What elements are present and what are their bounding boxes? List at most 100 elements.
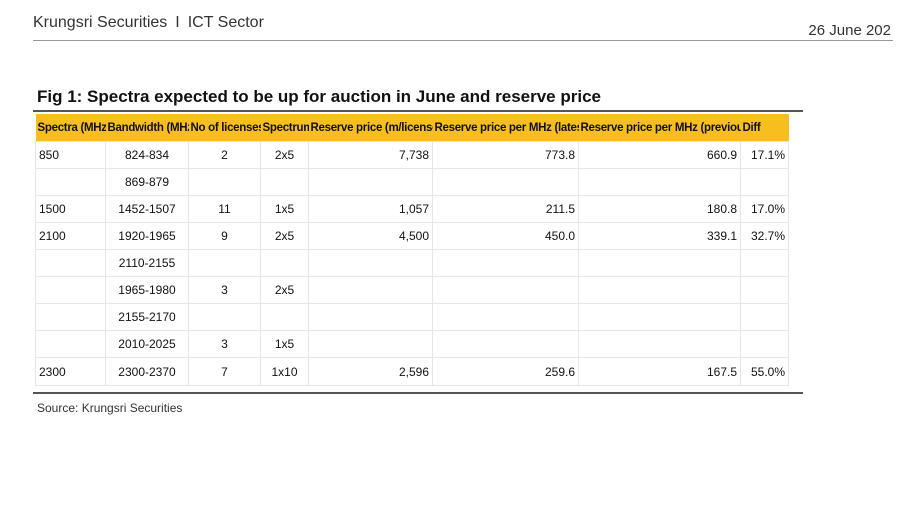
cell-bandwidth: 2155-2170 (105, 303, 189, 331)
cell-bandwidth: 1965-1980 (105, 276, 189, 304)
cell-price-previous: 167.5 (578, 357, 741, 386)
spectrum-auction-table: Spectra (MHz) Bandwidth (MHz) No of lice… (35, 114, 789, 386)
cell-reserve-price (308, 330, 433, 358)
cell-licenses: 3 (188, 330, 261, 358)
cell-diff (740, 330, 789, 358)
header-divider (33, 40, 893, 41)
table-row: 2110-2155 (35, 249, 789, 277)
brand-name: Krungsri Securities (33, 14, 168, 31)
cell-price-latest: 211.5 (432, 195, 579, 223)
cell-diff (740, 168, 789, 196)
cell-reserve-price: 7,738 (308, 141, 433, 169)
col-header-spectrum: Spectrum (260, 114, 309, 142)
cell-licenses: 2 (188, 141, 261, 169)
cell-price-previous: 339.1 (578, 222, 741, 250)
cell-spectrum: 2x5 (260, 141, 309, 169)
table-row: 2155-2170 (35, 303, 789, 331)
cell-licenses: 11 (188, 195, 261, 223)
cell-price-latest: 259.6 (432, 357, 579, 386)
cell-price-previous (578, 276, 741, 304)
col-header-bandwidth: Bandwidth (MHz) (105, 114, 189, 142)
cell-price-previous (578, 330, 741, 358)
cell-reserve-price (308, 249, 433, 277)
cell-spectra (35, 168, 106, 196)
cell-diff (740, 276, 789, 304)
cell-bandwidth: 2300-2370 (105, 357, 189, 386)
cell-spectra: 1500 (35, 195, 106, 223)
table-row: 850 824-834 2 2x5 7,738 773.8 660.9 17.1% (35, 141, 789, 169)
col-header-spectra: Spectra (MHz) (35, 114, 106, 142)
cell-spectra (35, 303, 106, 331)
col-header-price-latest: Reserve price per MHz (latest) (432, 114, 579, 142)
cell-reserve-price: 2,596 (308, 357, 433, 386)
cell-reserve-price (308, 168, 433, 196)
cell-bandwidth: 2010-2025 (105, 330, 189, 358)
cell-spectrum: 1x10 (260, 357, 309, 386)
cell-price-previous (578, 303, 741, 331)
cell-price-latest: 450.0 (432, 222, 579, 250)
cell-price-latest (432, 276, 579, 304)
source-note: Source: Krungsri Securities (37, 401, 183, 415)
cell-spectra: 2300 (35, 357, 106, 386)
table-row: 1500 1452-1507 11 1x5 1,057 211.5 180.8 17.0% (35, 195, 789, 223)
cell-bandwidth: 1920-1965 (105, 222, 189, 250)
cell-price-latest (432, 249, 579, 277)
cell-price-previous: 180.8 (578, 195, 741, 223)
cell-licenses (188, 303, 261, 331)
col-header-reserve-price: Reserve price (m/license) (308, 114, 433, 142)
table-row: 2100 1920-1965 9 2x5 4,500 450.0 339.1 32.7% (35, 222, 789, 250)
cell-bandwidth: 1452-1507 (105, 195, 189, 223)
sector-name: ICT Sector (187, 14, 264, 31)
table-row: 869-879 (35, 168, 789, 196)
report-date: 26 June 202 (808, 22, 891, 39)
table-row: 1965-1980 3 2x5 (35, 276, 789, 304)
cell-licenses (188, 249, 261, 277)
cell-licenses: 9 (188, 222, 261, 250)
cell-price-previous: 660.9 (578, 141, 741, 169)
cell-price-latest (432, 330, 579, 358)
table-header-row: Spectra (MHz) Bandwidth (MHz) No of lice… (35, 114, 789, 142)
table-bottom-rule (33, 392, 803, 394)
col-header-licenses: No of licenses (188, 114, 261, 142)
report-header: Krungsri Securities I ICT Sector (33, 14, 264, 32)
cell-bandwidth: 869-879 (105, 168, 189, 196)
cell-spectra: 850 (35, 141, 106, 169)
cell-spectrum (260, 303, 309, 331)
cell-licenses (188, 168, 261, 196)
header-separator: I (175, 14, 180, 31)
figure-title: Fig 1: Spectra expected to be up for auc… (37, 87, 601, 106)
cell-reserve-price (308, 303, 433, 331)
cell-spectrum: 2x5 (260, 222, 309, 250)
cell-licenses: 3 (188, 276, 261, 304)
cell-price-latest (432, 168, 579, 196)
cell-reserve-price: 1,057 (308, 195, 433, 223)
table-top-rule (33, 110, 803, 112)
cell-price-latest (432, 303, 579, 331)
col-header-price-previous: Reserve price per MHz (previous) (578, 114, 741, 142)
cell-bandwidth: 824-834 (105, 141, 189, 169)
cell-price-previous (578, 249, 741, 277)
cell-diff (740, 249, 789, 277)
cell-reserve-price (308, 276, 433, 304)
cell-spectra (35, 276, 106, 304)
cell-spectra (35, 249, 106, 277)
cell-reserve-price: 4,500 (308, 222, 433, 250)
cell-spectra (35, 330, 106, 358)
cell-price-previous (578, 168, 741, 196)
cell-diff: 32.7% (740, 222, 789, 250)
cell-bandwidth: 2110-2155 (105, 249, 189, 277)
table-row: 2300 2300-2370 7 1x10 2,596 259.6 167.5 55.0% (35, 357, 789, 386)
cell-diff: 17.0% (740, 195, 789, 223)
cell-diff: 17.1% (740, 141, 789, 169)
cell-spectrum (260, 249, 309, 277)
cell-spectrum: 1x5 (260, 330, 309, 358)
cell-diff (740, 303, 789, 331)
col-header-diff: Diff (740, 114, 789, 142)
cell-spectra: 2100 (35, 222, 106, 250)
cell-spectrum: 1x5 (260, 195, 309, 223)
cell-spectrum (260, 168, 309, 196)
cell-diff: 55.0% (740, 357, 789, 386)
table-row: 2010-2025 3 1x5 (35, 330, 789, 358)
cell-licenses: 7 (188, 357, 261, 386)
cell-spectrum: 2x5 (260, 276, 309, 304)
